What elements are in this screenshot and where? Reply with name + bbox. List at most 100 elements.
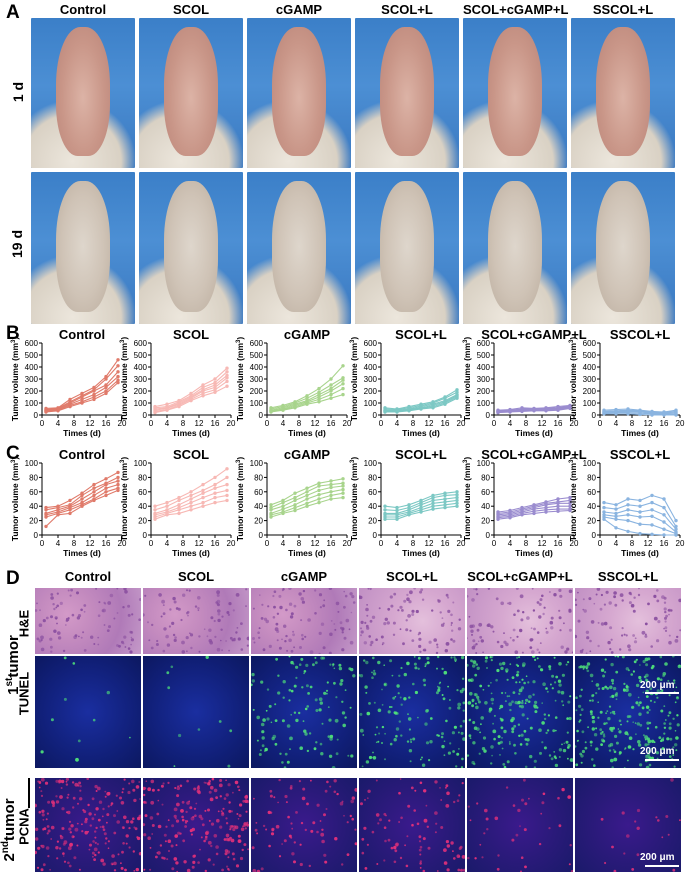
y-tick-label: 60 [368,488,377,497]
micrograph-texture [467,656,573,768]
x-axis-label: Times (d) [172,428,210,438]
y-tick-label: 0 [143,531,148,540]
data-point [568,498,572,503]
data-point [92,498,96,503]
data-point [674,524,678,529]
x-tick-label: 0 [598,539,603,548]
data-point [614,511,618,516]
data-point [395,517,399,521]
micrograph-he-3 [359,588,465,654]
data-point [614,507,618,511]
data-point [638,498,642,503]
data-point [104,490,108,494]
mouse-body-shape [55,27,111,156]
y-tick-label: 100 [25,399,39,408]
data-point [674,533,678,537]
scale-label-pcna: 200 μm [640,852,675,863]
x-tick-label: 4 [614,419,619,428]
y-axis-label: Tumor volume (mm3) [568,337,578,422]
y-tick-label: 80 [481,473,490,482]
mouse-photo-day19-2 [247,172,351,324]
data-point [201,488,205,493]
y-tick-label: 300 [364,375,378,384]
micrograph-pcna-1 [143,778,249,872]
data-point [213,500,217,505]
y-tick-label: 0 [486,531,491,540]
data-point [56,409,60,413]
x-tick-label: 12 [425,419,434,428]
x-tick-label: 12 [644,539,653,548]
x-tick-label: 8 [524,539,529,548]
micrograph-texture [360,778,465,872]
data-point [341,495,345,500]
y-axis-label: Tumor volume (mm3) [119,337,129,422]
data-point [281,408,285,412]
micrograph-pcna-5 [575,778,681,872]
data-point [201,491,205,495]
data-point [293,406,297,410]
micrograph-texture [359,588,462,654]
y-tick-label: 100 [134,459,148,468]
data-point [638,412,642,417]
y-axis-label: Tumor volume (mm3) [119,457,129,542]
data-point [568,406,572,411]
data-point [80,397,84,402]
data-point [269,503,273,507]
x-tick-label: 12 [425,539,434,548]
data-point [225,370,229,374]
data-point [317,500,321,505]
y-tick-label: 20 [29,517,38,526]
data-point [213,482,217,487]
chart-title-C-5: SSCOL+L [610,447,670,462]
data-point [638,504,642,508]
data-point [153,504,157,508]
chart-title-C-2: cGAMP [284,447,331,462]
data-point [556,408,560,412]
y-tick-label: 400 [364,363,378,372]
data-point [225,493,229,498]
y-tick-label: 60 [587,488,596,497]
data-point [650,500,654,505]
panel-label-c: C [6,443,20,464]
x-tick-label: 4 [281,419,286,428]
x-tick-label: 12 [86,539,95,548]
data-point [213,388,217,392]
x-tick-label: 8 [411,419,416,428]
y-tick-label: 100 [25,459,39,468]
data-point [281,500,285,505]
x-tick-label: 20 [227,539,236,548]
y-tick-label: 100 [477,459,491,468]
x-tick-label: 12 [538,419,547,428]
data-point [305,394,309,398]
data-point [568,508,572,513]
data-point [443,497,447,501]
data-point [329,479,333,483]
data-point [556,504,560,508]
x-tick-label: 4 [56,539,61,548]
data-point [281,504,285,508]
data-point [329,493,333,498]
data-point [532,511,536,516]
data-point [80,497,84,501]
panel-label-a: A [6,2,20,23]
y-tick-label: 100 [250,459,264,468]
x-tick-label: 16 [211,539,220,548]
data-point [662,533,666,537]
data-point [431,495,435,500]
data-point [455,388,459,392]
data-point [383,410,387,414]
data-point [395,505,399,510]
y-tick-label: 40 [138,502,147,511]
data-point [281,511,285,516]
data-point [68,404,72,409]
data-point [520,409,524,414]
micrograph-texture [467,588,573,654]
data-point [329,485,333,490]
data-point [662,497,666,501]
y-tick-label: 300 [583,375,597,384]
y-tick-label: 100 [583,399,597,408]
mouse-photo-day19-4 [463,172,567,324]
micrograph-tunel-4 [467,656,573,768]
data-point [201,504,205,508]
x-tick-label: 20 [457,419,466,428]
